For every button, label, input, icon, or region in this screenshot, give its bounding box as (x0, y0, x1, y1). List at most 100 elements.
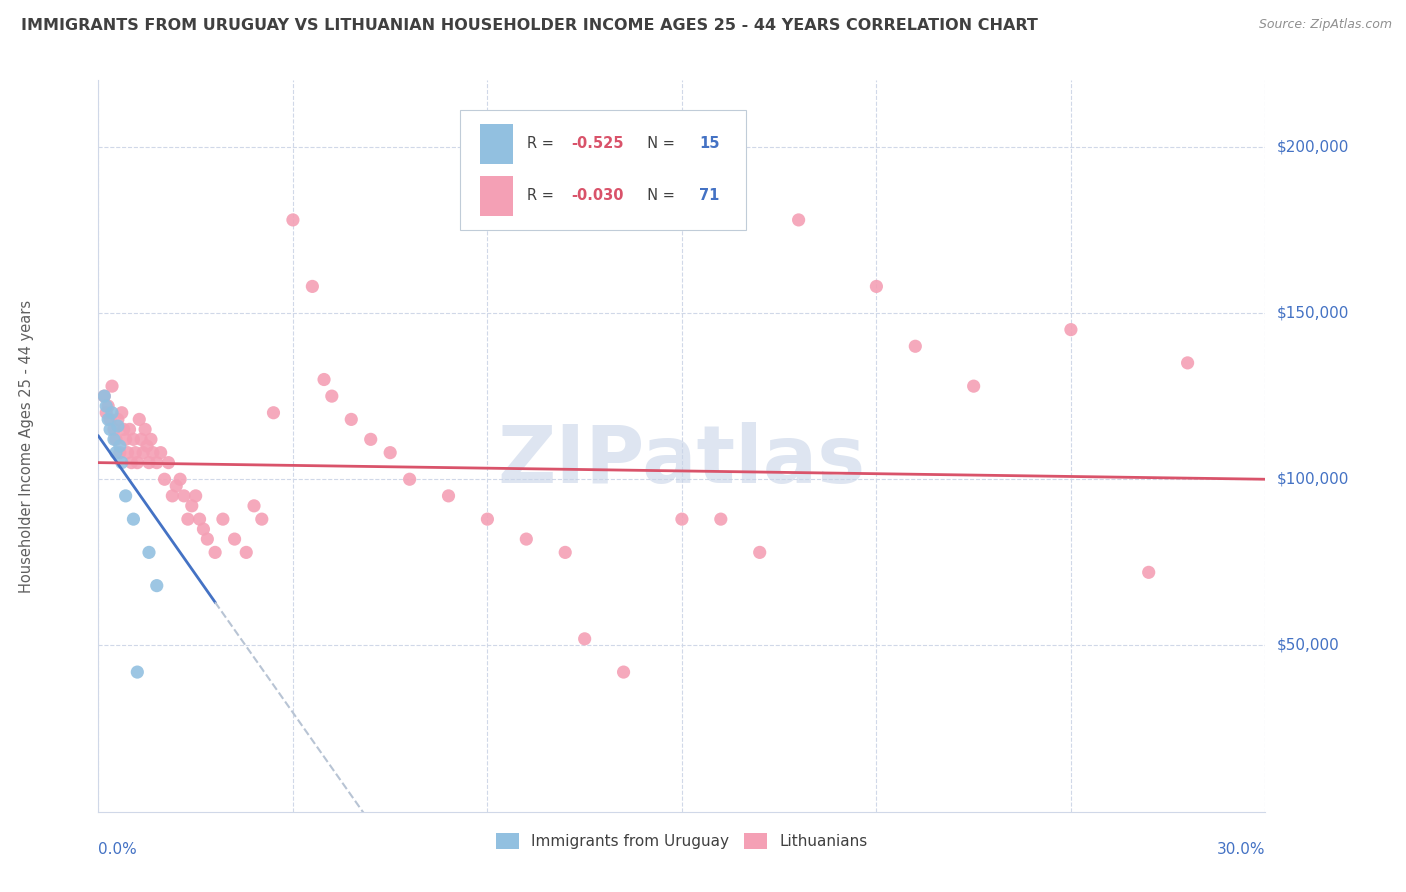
Point (139, 433, 162, 447)
Point (235, 545, 257, 559)
Point (111, 456, 134, 470)
Point (132, 445, 155, 459)
Point (136, 439, 159, 453)
Point (112, 422, 135, 436)
Point (165, 479, 187, 493)
Point (180, 499, 202, 513)
Point (96, 406, 118, 420)
Point (162, 489, 184, 503)
Text: N =: N = (637, 136, 679, 152)
Point (98, 412, 121, 426)
Text: $150,000: $150,000 (1277, 306, 1348, 320)
Point (104, 433, 127, 447)
Point (127, 665, 149, 679)
Text: 30.0%: 30.0% (1218, 842, 1265, 857)
Point (710, 512, 733, 526)
Text: $200,000: $200,000 (1277, 139, 1348, 154)
Point (173, 489, 195, 503)
Text: N =: N = (637, 188, 679, 203)
Point (157, 456, 180, 470)
Point (153, 472, 176, 486)
Point (107, 419, 129, 434)
Point (787, 213, 810, 227)
Point (188, 512, 211, 526)
Point (114, 489, 136, 503)
Legend: Immigrants from Uruguay, Lithuanians: Immigrants from Uruguay, Lithuanians (489, 827, 875, 855)
Point (212, 512, 235, 526)
Point (904, 339, 927, 353)
Point (149, 445, 172, 459)
Point (1137, 566, 1160, 580)
Text: ZIPatlas: ZIPatlas (498, 422, 866, 500)
Point (204, 545, 226, 559)
Text: R =: R = (527, 188, 558, 203)
Point (301, 279, 323, 293)
Point (124, 445, 146, 459)
Point (477, 512, 499, 526)
Point (340, 412, 363, 426)
Bar (479, 176, 513, 216)
Point (380, 445, 402, 459)
Point (262, 406, 284, 420)
Point (129, 433, 152, 447)
Point (93, 389, 115, 403)
Point (146, 579, 169, 593)
Point (138, 545, 160, 559)
Point (243, 499, 266, 513)
Point (177, 512, 200, 526)
Point (122, 512, 145, 526)
Point (118, 422, 141, 436)
Bar (479, 124, 513, 164)
Text: 0.0%: 0.0% (98, 842, 138, 857)
Point (1177, 356, 1199, 370)
Point (107, 412, 129, 426)
Point (111, 406, 134, 420)
Point (146, 456, 169, 470)
Point (321, 389, 343, 403)
Point (612, 665, 634, 679)
Point (195, 532, 218, 546)
Text: $100,000: $100,000 (1277, 472, 1348, 487)
Point (671, 512, 693, 526)
Point (93, 389, 115, 403)
Point (96, 399, 118, 413)
Point (169, 472, 191, 486)
Point (108, 445, 131, 459)
Text: IMMIGRANTS FROM URUGUAY VS LITHUANIAN HOUSEHOLDER INCOME AGES 25 - 44 YEARS CORR: IMMIGRANTS FROM URUGUAY VS LITHUANIAN HO… (21, 18, 1038, 33)
Point (281, 213, 304, 227)
Point (101, 379, 124, 393)
Point (574, 632, 596, 646)
Point (128, 412, 150, 426)
Point (117, 445, 139, 459)
Point (97, 412, 120, 426)
Point (312, 372, 335, 386)
Point (1060, 323, 1083, 337)
FancyBboxPatch shape (460, 110, 747, 230)
Point (554, 545, 576, 559)
Point (104, 445, 127, 459)
Text: $50,000: $50,000 (1277, 638, 1340, 653)
Point (97, 399, 120, 413)
Point (865, 279, 887, 293)
Point (224, 532, 246, 546)
Point (108, 439, 131, 453)
Point (127, 456, 149, 470)
Point (193, 522, 215, 536)
Text: 15: 15 (699, 136, 720, 152)
Text: Householder Income Ages 25 - 44 years: Householder Income Ages 25 - 44 years (18, 300, 34, 592)
Point (360, 433, 382, 447)
Point (103, 433, 125, 447)
Point (134, 422, 156, 436)
Point (122, 433, 145, 447)
Point (437, 489, 460, 503)
Point (250, 512, 273, 526)
Text: R =: R = (527, 136, 558, 152)
Point (103, 422, 125, 436)
Point (184, 489, 207, 503)
Point (142, 445, 165, 459)
Text: Source: ZipAtlas.com: Source: ZipAtlas.com (1258, 18, 1392, 31)
Text: 71: 71 (699, 188, 720, 203)
Point (121, 456, 143, 470)
Point (398, 472, 420, 486)
Point (748, 545, 770, 559)
